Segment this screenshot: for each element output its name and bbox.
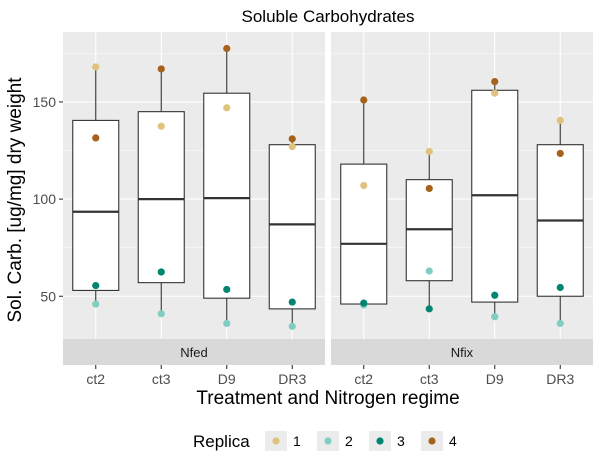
legend-label: 3 — [397, 433, 405, 449]
replica-3-point — [425, 305, 433, 313]
replica-4-point — [157, 65, 165, 73]
replica-1-point — [491, 89, 499, 97]
replica-1-point — [157, 122, 165, 130]
box-d9 — [471, 77, 519, 321]
replica-2-point — [288, 322, 296, 330]
replica-3-point — [491, 291, 499, 299]
facet-label: Nfix — [451, 345, 474, 360]
legend-swatch — [428, 437, 436, 445]
legend-entry-1: 1 — [265, 431, 301, 451]
x-tick-label: DR3 — [546, 371, 574, 387]
replica-2-point — [425, 267, 433, 275]
facet-strip — [63, 339, 325, 365]
x-tick-label: ct3 — [152, 371, 171, 387]
facet-panels: Nfed Nfix — [63, 32, 593, 365]
interquartile-box — [203, 92, 251, 299]
legend-label: 1 — [293, 433, 301, 449]
box-ct3 — [405, 147, 453, 313]
y-tick-label: 150 — [33, 94, 57, 110]
replica-4-point — [360, 96, 368, 104]
interquartile-box — [137, 111, 185, 284]
box-ct2 — [72, 63, 120, 308]
facet-panel-nfix: Nfix — [331, 32, 593, 365]
legend: Replica 1 2 3 4 — [193, 431, 457, 451]
replica-4-point — [92, 134, 100, 142]
x-tick-label: D9 — [218, 371, 236, 387]
replica-3-point — [288, 298, 296, 306]
replica-3-point — [556, 283, 564, 292]
legend-swatch — [272, 437, 280, 445]
box-d9 — [203, 44, 251, 328]
box-ct3 — [137, 65, 185, 318]
box-dr3 — [268, 135, 316, 330]
x-tick-label: DR3 — [278, 371, 306, 387]
replica-3-point — [92, 281, 100, 290]
replica-3-point — [360, 299, 368, 307]
replica-1-point — [425, 147, 433, 156]
replica-4-point — [556, 149, 564, 158]
x-tick-label: D9 — [486, 371, 504, 387]
legend-entry-4: 4 — [421, 431, 457, 451]
x-axis-title: Treatment and Nitrogen regime — [196, 388, 459, 409]
legend-swatch — [376, 437, 384, 445]
box-ct2 — [340, 96, 388, 309]
legend-entry-2: 2 — [317, 431, 353, 451]
x-tick-label: ct2 — [354, 371, 373, 387]
chart-title: Soluble Carbohydrates — [242, 7, 415, 26]
replica-1-point — [223, 104, 231, 112]
replica-1-point — [92, 63, 100, 71]
replica-1-point — [360, 181, 368, 190]
facet-label: Nfed — [180, 345, 207, 360]
box-dr3 — [536, 116, 584, 328]
replica-1-point — [556, 116, 564, 125]
y-tick-label: 50 — [40, 288, 56, 304]
replica-3-point — [157, 268, 165, 276]
legend-entry-3: 3 — [369, 431, 405, 451]
replica-2-point — [223, 319, 231, 328]
facet-panel-nfed: Nfed — [63, 32, 325, 365]
replica-2-point — [92, 300, 100, 308]
replica-4-point — [491, 77, 499, 86]
replica-2-point — [491, 313, 499, 321]
facet-strip — [331, 339, 593, 365]
replica-4-point — [223, 44, 231, 53]
interquartile-box — [72, 119, 120, 291]
replica-1-point — [288, 143, 296, 151]
legend-title: Replica — [193, 432, 250, 451]
replica-2-point — [556, 319, 564, 328]
x-tick-label: ct3 — [420, 371, 439, 387]
replica-4-point — [288, 135, 296, 143]
legend-swatch — [324, 437, 332, 445]
x-tick-label: ct2 — [86, 371, 105, 387]
replica-3-point — [223, 285, 231, 294]
y-axis-title: Sol. Carb. [ug/mg] dry weight — [5, 77, 26, 323]
legend-label: 2 — [345, 433, 353, 449]
y-tick-label: 100 — [33, 191, 57, 207]
x-axis: ct2 ct3 D9 DR3 ct2 ct3 D9 DR3 — [86, 365, 574, 387]
interquartile-box — [268, 144, 316, 310]
replica-2-point — [157, 310, 165, 318]
replica-4-point — [425, 184, 433, 193]
legend-label: 4 — [449, 433, 457, 449]
y-axis: 50 100 150 — [33, 94, 63, 304]
